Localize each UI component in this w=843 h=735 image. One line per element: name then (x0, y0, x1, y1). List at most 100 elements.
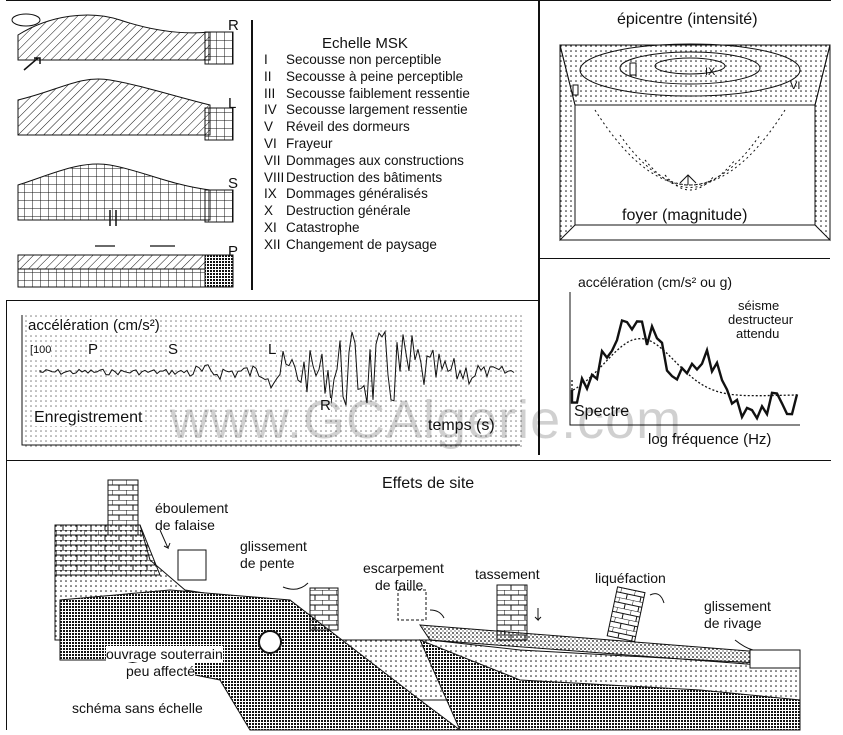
msk-level-number: IV (264, 102, 277, 118)
foyer-label: foyer (magnitude) (622, 207, 748, 224)
msk-level-description: Secousse largement ressentie (286, 102, 468, 118)
msk-level-description: Dommages généralisés (286, 186, 428, 202)
label-glissement-pente-2: de pente (240, 555, 295, 571)
wave-block-p (17, 245, 234, 288)
msk-level-row: VIII Destruction des bâtiments (264, 170, 470, 187)
msk-level-number: XII (264, 236, 281, 252)
building-liquefaction (606, 586, 646, 643)
outer-frame-top (6, 0, 831, 1)
record-label: Enregistrement (34, 409, 143, 426)
record-scale: [100 (30, 342, 52, 358)
msk-level-row: II Secousse à peine perceptible (264, 69, 470, 86)
label-escarpement-1: escarpement (363, 560, 444, 576)
building-rivage (749, 649, 801, 669)
msk-level-row: I Secousse non perceptible (264, 52, 470, 69)
msk-level-number: I (264, 52, 268, 67)
horizontal-divider-site (6, 460, 831, 461)
msk-level-description: Catastrophe (286, 219, 360, 235)
wave-block-s (17, 163, 234, 226)
wave-block-r (11, 13, 234, 65)
wave-label-l: L (228, 95, 237, 112)
msk-level-number: XI (264, 219, 277, 235)
msk-level-description: Destruction générale (286, 203, 411, 219)
record-scale-value: 100 (33, 344, 52, 356)
msk-level-row: VII Dommages aux constructions (264, 153, 470, 170)
msk-level-description: Changement de paysage (286, 236, 437, 252)
horizontal-divider-left (6, 300, 538, 301)
label-eboulement-2: de falaise (155, 517, 215, 533)
label-glissement-pente-1: glissement (240, 538, 307, 554)
building-faille (397, 589, 427, 621)
record-ylabel: accélération (cm/s²) (28, 317, 160, 334)
msk-scale-list: I Secousse non perceptible II Secousse à pe… (264, 52, 470, 254)
msk-level-number: VIII (264, 169, 285, 185)
wave-label-r: R (228, 17, 239, 34)
msk-level-description: Secousse non perceptible (286, 52, 442, 67)
building-small (177, 549, 207, 581)
spectrum-ylabel: accélération (cm/s² ou g) (578, 274, 733, 290)
msk-level-number: VI (264, 135, 277, 151)
msk-level-row: III Secousse faiblement ressentie (264, 86, 470, 103)
msk-level-row: VI Frayeur (264, 136, 470, 153)
record-phase-s: S (168, 341, 179, 358)
record-phase-r: R (320, 397, 331, 414)
spectrum-annotation-1: séisme (738, 298, 780, 313)
msk-level-row: IX Dommages généralisés (264, 186, 470, 203)
spectrum-label: Spectre (574, 403, 630, 420)
record-xlabel: temps (s) (428, 417, 495, 434)
spectrum-annotation-3: attendu (736, 326, 780, 341)
label-escarpement-2: de faille (375, 577, 424, 593)
msk-level-description: Destruction des bâtiments (286, 169, 443, 185)
horizontal-divider-right (540, 258, 830, 259)
msk-level-row: XII Changement de paysage (264, 237, 470, 254)
label-ouvrage-1: ouvrage souterrain (106, 646, 223, 662)
left-border (6, 300, 7, 730)
msk-level-number: IX (264, 186, 277, 202)
msk-level-row: XI Catastrophe (264, 220, 470, 237)
building-cliff (107, 479, 139, 536)
label-schema: schéma sans échelle (72, 700, 203, 716)
spectrum-measured-curve (570, 318, 799, 421)
msk-level-description: Secousse à peine perceptible (286, 68, 464, 84)
msk-level-number: III (264, 85, 276, 101)
msk-level-description: Dommages aux constructions (286, 152, 464, 168)
label-eboulement-1: éboulement (155, 500, 229, 516)
building-tassement (496, 584, 528, 641)
label-liquefaction: liquéfaction (595, 570, 666, 586)
epicentre-mark-vi: VI (790, 80, 801, 92)
wave-block-l (17, 57, 234, 141)
msk-level-row: X Destruction générale (264, 203, 470, 220)
record-phase-p: P (88, 341, 99, 358)
msk-level-row: IV Secousse largement ressentie (264, 102, 470, 119)
label-glissement-rivage-2: de rivage (704, 615, 762, 631)
spectrum-annotation-2: destructeur (728, 312, 794, 327)
building-slope (309, 587, 339, 631)
wave-label-s: S (228, 175, 239, 192)
msk-level-description: Secousse faiblement ressentie (286, 85, 470, 101)
epicentre-title: épicentre (intensité) (617, 11, 758, 28)
msk-level-number: X (264, 203, 274, 219)
msk-level-number: V (264, 119, 274, 135)
msk-level-number: VII (264, 152, 281, 168)
wave-label-p: P (228, 243, 239, 260)
accelerogram-trace (39, 330, 515, 406)
msk-level-row: V Réveil des dormeurs (264, 119, 470, 136)
spectrum-xlabel: log fréquence (Hz) (648, 431, 772, 448)
epicentre-mark-ix: IX (705, 66, 716, 78)
msk-title: Echelle MSK (322, 35, 408, 52)
msk-level-description: Réveil des dormeurs (286, 119, 410, 135)
msk-level-description: Frayeur (286, 135, 333, 151)
watermark: www.GCAlgerie.com (170, 390, 683, 450)
record-phase-l: L (268, 341, 277, 358)
label-tassement: tassement (475, 566, 540, 582)
site-title: Effets de site (382, 475, 475, 492)
vertical-divider-left (251, 20, 253, 290)
msk-level-number: II (264, 68, 272, 84)
vertical-divider-main (538, 0, 540, 455)
label-glissement-rivage-1: glissement (704, 598, 771, 614)
